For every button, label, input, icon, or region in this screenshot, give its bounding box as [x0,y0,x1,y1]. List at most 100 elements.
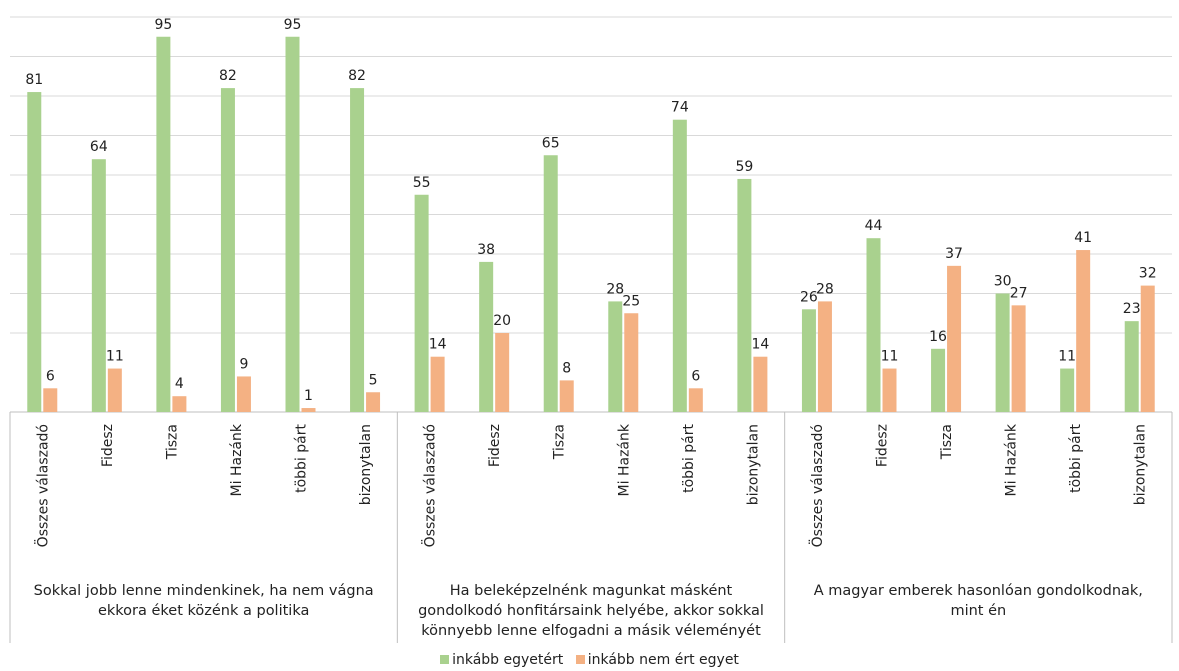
category-label: Fidesz [875,424,891,467]
legend-swatch-disagree [575,655,585,664]
legend-item-disagree: inkább nem ért egyet [575,652,739,668]
data-label: 14 [429,337,447,353]
group-label: Sokkal jobb lenne mindenkinek, ha nem vá… [34,583,374,599]
bar-disagree [172,396,187,412]
group-label: ekkora éket közénk a politika [98,603,309,619]
bar-agree [1060,368,1075,412]
bar-agree [1124,321,1139,412]
bar-agree [672,119,687,412]
category-label: Tisza [939,424,955,460]
legend-label-disagree: inkább nem ért egyet [587,652,739,668]
data-label: 11 [1058,349,1076,365]
bar-disagree [430,356,445,412]
data-label: 20 [493,313,511,329]
data-label: 11 [106,349,124,365]
group-label: mint én [950,603,1006,619]
data-label: 5 [369,372,378,388]
data-label: 1 [304,388,313,404]
bar-disagree [366,392,381,412]
bar-agree [801,309,816,412]
bar-disagree [1140,285,1155,412]
legend: inkább egyetért inkább nem ért egyet [0,652,1179,668]
category-label: Összes válaszadó [33,424,51,547]
legend-label-agree: inkább egyetért [452,652,564,668]
category-label: bizonytalan [1133,424,1149,505]
data-label: 28 [606,281,624,297]
data-label: 64 [90,139,108,155]
data-label: 74 [671,100,689,116]
category-label: Fidesz [487,424,503,467]
bar-agree [414,194,429,412]
group-label: A magyar emberek hasonlóan gondolkodnak, [814,583,1143,599]
bar-agree [350,88,365,412]
bar-agree [285,36,300,412]
group-label: könnyebb lenne elfogadni a másik vélemén… [421,623,761,639]
data-label: 82 [219,68,237,84]
bar-disagree [1011,305,1026,412]
data-label: 8 [562,360,571,376]
data-label: 27 [1010,285,1028,301]
legend-swatch-agree [440,655,450,664]
data-label: 37 [945,246,963,262]
category-label: Mi Hazánk [1004,423,1020,496]
data-label: 6 [46,368,55,384]
category-label: bizonytalan [745,424,761,505]
bar-disagree [688,388,703,412]
data-label: 59 [735,159,753,175]
data-label: 65 [542,135,560,151]
data-label: 6 [691,368,700,384]
category-label: bizonytalan [358,424,374,505]
bar-disagree [882,368,897,412]
data-label: 9 [239,356,248,372]
category-label: Mi Hazánk [616,423,632,496]
bar-disagree [624,313,639,412]
category-label: Tisza [552,424,568,460]
data-label: 30 [994,274,1012,290]
data-label: 14 [751,337,769,353]
data-label: 41 [1074,230,1092,246]
bar-disagree [301,408,316,412]
data-label: 44 [865,218,883,234]
legend-item-agree: inkább egyetért [440,652,563,668]
bar-agree [27,92,42,413]
bar-agree [543,155,558,412]
bar-disagree [236,376,251,412]
bar-disagree [753,356,768,412]
data-label: 81 [25,72,43,88]
category-label: Mi Hazánk [229,423,245,496]
data-label: 25 [622,293,640,309]
data-label: 11 [881,349,899,365]
bar-disagree [495,333,510,412]
bar-agree [608,301,623,412]
data-label: 32 [1139,266,1157,282]
group-label: gondolkodó honfitársaink helyébe, akkor … [418,603,764,619]
bar-agree [737,178,752,412]
category-label: többi párt [294,424,310,493]
bar-disagree [947,265,962,412]
data-label: 4 [175,376,184,392]
bar-disagree [107,368,122,412]
data-label: 95 [154,17,172,33]
bar-agree [931,348,946,412]
category-label: Összes válaszadó [421,424,439,547]
data-label: 23 [1123,301,1141,317]
bar-agree [995,293,1010,412]
group-label: Ha beleképzelnénk magunkat másként [450,583,733,599]
data-label: 28 [816,281,834,297]
data-label: 26 [800,289,818,305]
bar-agree [220,88,235,412]
category-label: Fidesz [100,424,116,467]
data-label: 82 [348,68,366,84]
data-label: 95 [284,17,302,33]
category-label: többi párt [681,424,697,493]
category-label: Tisza [164,424,180,460]
bar-disagree [559,380,574,412]
bar-agree [91,159,106,412]
bar-agree [156,36,171,412]
bar-agree [479,261,494,412]
bar-disagree [43,388,58,412]
bar-disagree [1076,250,1091,412]
category-label: többi párt [1068,424,1084,493]
data-label: 16 [929,329,947,345]
